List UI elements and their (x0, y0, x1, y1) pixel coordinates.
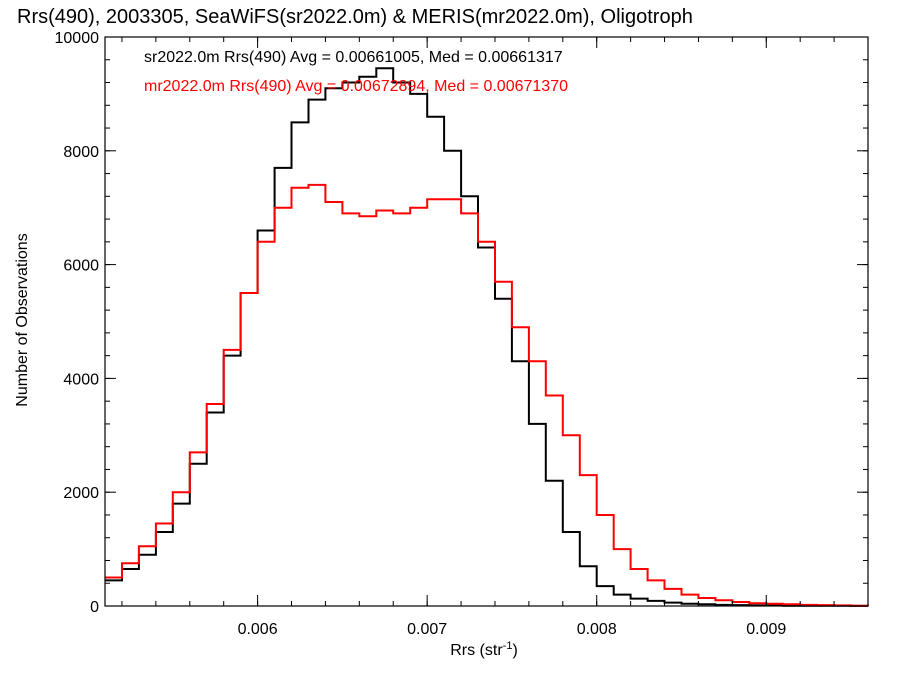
legend-entry-series-1: sr2022.0m Rrs(490) Avg = 0.00661005, Med… (144, 49, 563, 66)
legend-entry-series-2: mr2022.0m Rrs(490) Avg = 0.00672894, Med… (144, 78, 568, 95)
y-tick-label: 6000 (63, 258, 99, 275)
x-tick-label: 0.007 (407, 621, 447, 638)
y-tick-label: 8000 (63, 144, 99, 161)
x-tick-label: 0.009 (746, 621, 786, 638)
series-2-line (105, 183, 869, 607)
chart-title: Rrs(490), 2003305, SeaWiFS(sr2022.0m) & … (17, 6, 693, 28)
series-1-line (105, 67, 868, 607)
y-tick-label: 4000 (63, 371, 99, 388)
y-tick-label: 0 (90, 599, 99, 616)
plot-area (104, 36, 869, 607)
y-axis-label: Number of Observations (14, 233, 31, 406)
plot-frame (104, 36, 869, 607)
y-axis: 0 2000 4000 6000 8000 10000 (55, 30, 868, 616)
x-axis-label: Rrs (str-1) (450, 640, 518, 659)
y-tick-label: 2000 (63, 485, 99, 502)
x-tick-label: 0.008 (577, 621, 617, 638)
x-tick-label: 0.006 (238, 621, 278, 638)
x-axis: 0.006 0.007 0.008 0.009 (121, 37, 869, 638)
y-tick-label: 10000 (55, 30, 100, 47)
